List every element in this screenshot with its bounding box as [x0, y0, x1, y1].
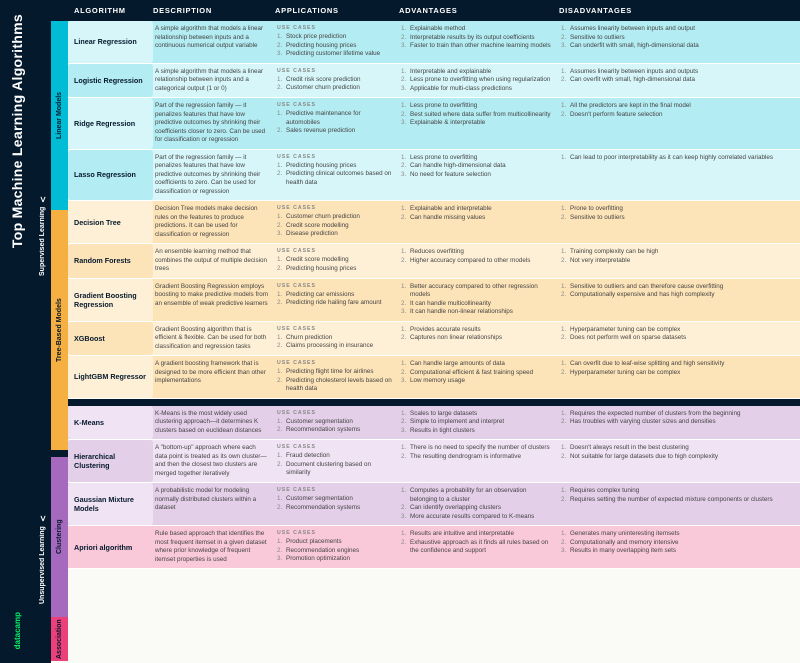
- category-assoc: Association: [51, 617, 68, 661]
- algo-disadvantages: Requires complex tuningRequires setting …: [559, 483, 800, 525]
- algo-description: Part of the regression family — it penal…: [153, 98, 275, 149]
- brand-label: datacamp: [13, 612, 22, 649]
- algo-name: XGBoost: [68, 322, 153, 356]
- algo-advantages: There is no need to specify the number o…: [399, 440, 559, 482]
- header-algorithm: ALGORITHM: [68, 6, 153, 15]
- algo-advantages: Scales to large datasetsSimple to implem…: [399, 406, 559, 440]
- category-strip: Linear ModelsTree-Based Models Clustering…: [51, 21, 68, 663]
- algo-name: Ridge Regression: [68, 98, 153, 149]
- algo-disadvantages: Can lead to poor interpretability as it …: [559, 150, 800, 201]
- rows-container: Linear RegressionA simple algorithm that…: [68, 21, 800, 663]
- algo-advantages: Less prone to overfittingBest suited whe…: [399, 98, 559, 149]
- algo-row: Apriori algorithmRule based approach tha…: [68, 526, 800, 569]
- level-supervised: Supervised Learning ᐯ: [34, 21, 51, 451]
- algo-disadvantages: Training complexity can be highNot very …: [559, 244, 800, 278]
- algo-applications: USE CASESPredicting housing pricesPredic…: [275, 150, 399, 201]
- algo-description: A gradient boosting framework that is de…: [153, 356, 275, 398]
- algo-applications: USE CASESPredicting flight time for airl…: [275, 356, 399, 398]
- algo-advantages: Explainable and interpretableCan handle …: [399, 201, 559, 243]
- algo-name: Decision Tree: [68, 201, 153, 243]
- algo-name: LightGBM Regressor: [68, 356, 153, 398]
- algo-name: Gaussian Mixture Models: [68, 483, 153, 525]
- sidebar: Top Machine Learning Algorithms datacamp: [0, 0, 34, 663]
- algo-disadvantages: Assumes linearity between inputs and out…: [559, 64, 800, 98]
- algo-description: Part of the regression family — it penal…: [153, 150, 275, 201]
- algo-name: Logistic Regression: [68, 64, 153, 98]
- algo-advantages: Reduces overfittingHigher accuracy compa…: [399, 244, 559, 278]
- algo-description: An ensemble learning method that combine…: [153, 244, 275, 278]
- algo-description: A probabilistic model for modeling norma…: [153, 483, 275, 525]
- algo-disadvantages: Prone to overfittingSensitive to outlier…: [559, 201, 800, 243]
- algo-row: Gaussian Mixture ModelsA probabilistic m…: [68, 483, 800, 526]
- main: ALGORITHM DESCRIPTION APPLICATIONS ADVAN…: [34, 0, 800, 663]
- level-strip: Supervised Learning ᐯ Unsupervised Learni…: [34, 21, 51, 663]
- header-disadvantages: DISADVANTAGES: [559, 6, 800, 15]
- algo-name: Lasso Regression: [68, 150, 153, 201]
- category-cluster: Clustering: [51, 457, 68, 617]
- algo-advantages: Can handle large amounts of dataComputat…: [399, 356, 559, 398]
- algo-description: Rule based approach that identifies the …: [153, 526, 275, 568]
- algo-name: Apriori algorithm: [68, 526, 153, 568]
- algo-row: Logistic RegressionA simple algorithm th…: [68, 64, 800, 99]
- algo-advantages: Less prone to overfittingCan handle high…: [399, 150, 559, 201]
- column-headers: ALGORITHM DESCRIPTION APPLICATIONS ADVAN…: [34, 0, 800, 21]
- algo-applications: USE CASESCustomer segmentationRecommenda…: [275, 483, 399, 525]
- algo-description: A simple algorithm that models a linear …: [153, 64, 275, 98]
- level-unsupervised: Unsupervised Learning ᐯ: [34, 458, 51, 661]
- algo-row: Gradient Boosting RegressionGradient Boo…: [68, 279, 800, 322]
- algo-advantages: Interpretable and explainableLess prone …: [399, 64, 559, 98]
- algo-disadvantages: Can overfit due to leaf-wise splitting a…: [559, 356, 800, 398]
- header-description: DESCRIPTION: [153, 6, 275, 15]
- page-title: Top Machine Learning Algorithms: [9, 14, 25, 248]
- algo-applications: USE CASESProduct placementsRecommendatio…: [275, 526, 399, 568]
- algo-name: K-Means: [68, 406, 153, 440]
- algo-disadvantages: Requires the expected number of clusters…: [559, 406, 800, 440]
- page: Top Machine Learning Algorithms datacamp…: [0, 0, 800, 663]
- algo-disadvantages: Hyperparameter tuning can be complexDoes…: [559, 322, 800, 356]
- category-linear: Linear Models: [51, 21, 68, 210]
- algo-advantages: Results are intuitive and interpretableE…: [399, 526, 559, 568]
- algo-applications: USE CASESCustomer churn predictionCredit…: [275, 201, 399, 243]
- algo-row: XGBoostGradient Boosting algorithm that …: [68, 322, 800, 357]
- algo-disadvantages: All the predictors are kept in the final…: [559, 98, 800, 149]
- algo-name: Linear Regression: [68, 21, 153, 63]
- algo-row: Lasso RegressionPart of the regression f…: [68, 150, 800, 202]
- algo-description: A simple algorithm that models a linear …: [153, 21, 275, 63]
- algo-row: Hierarchical ClusteringA "bottom-up" app…: [68, 440, 800, 483]
- algo-description: Gradient Boosting Regression employs boo…: [153, 279, 275, 321]
- algo-description: K-Means is the most widely used clusteri…: [153, 406, 275, 440]
- algo-row: Decision TreeDecision Tree models make d…: [68, 201, 800, 244]
- algo-applications: USE CASESPredictive maintenance for auto…: [275, 98, 399, 149]
- header-advantages: ADVANTAGES: [399, 6, 559, 15]
- algo-row: Ridge RegressionPart of the regression f…: [68, 98, 800, 150]
- algo-applications: USE CASESCredit risk score predictionCus…: [275, 64, 399, 98]
- algo-disadvantages: Doesn't always result in the best cluste…: [559, 440, 800, 482]
- body: Supervised Learning ᐯ Unsupervised Learni…: [34, 21, 800, 663]
- algo-applications: USE CASESPredicting car emissionsPredict…: [275, 279, 399, 321]
- algo-row: LightGBM RegressorA gradient boosting fr…: [68, 356, 800, 399]
- algo-applications: USE CASESCredit score modellingPredictin…: [275, 244, 399, 278]
- algo-applications: USE CASESStock price predictionPredictin…: [275, 21, 399, 63]
- algo-row: Linear RegressionA simple algorithm that…: [68, 21, 800, 64]
- algo-description: A "bottom-up" approach where each data p…: [153, 440, 275, 482]
- algo-name: Hierarchical Clustering: [68, 440, 153, 482]
- algo-advantages: Explainable methodInterpretable results …: [399, 21, 559, 63]
- algo-disadvantages: Sensitive to outliers and can therefore …: [559, 279, 800, 321]
- algo-description: Gradient Boosting algorithm that is effi…: [153, 322, 275, 356]
- algo-row: Random ForestsAn ensemble learning metho…: [68, 244, 800, 279]
- category-tree: Tree-Based Models: [51, 210, 68, 450]
- algo-name: Random Forests: [68, 244, 153, 278]
- algo-applications: USE CASESCustomer segmentationRecommenda…: [275, 406, 399, 440]
- algo-advantages: Computes a probability for an observatio…: [399, 483, 559, 525]
- algo-advantages: Provides accurate resultsCaptures non li…: [399, 322, 559, 356]
- algo-row: K-MeansK-Means is the most widely used c…: [68, 406, 800, 441]
- algo-disadvantages: Assumes linearity between inputs and out…: [559, 21, 800, 63]
- algo-disadvantages: Generates many uninteresting itemsetsCom…: [559, 526, 800, 568]
- algo-advantages: Better accuracy compared to other regres…: [399, 279, 559, 321]
- algo-applications: USE CASESChurn predictionClaims processi…: [275, 322, 399, 356]
- header-applications: APPLICATIONS: [275, 6, 399, 15]
- algo-name: Gradient Boosting Regression: [68, 279, 153, 321]
- algo-description: Decision Tree models make decision rules…: [153, 201, 275, 243]
- algo-applications: USE CASESFraud detectionDocument cluster…: [275, 440, 399, 482]
